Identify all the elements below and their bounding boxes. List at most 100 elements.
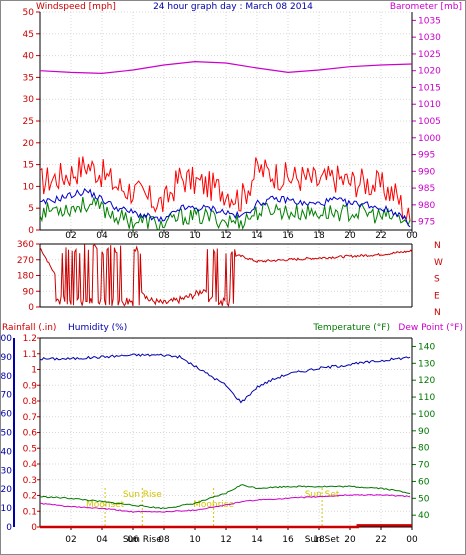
humidity-axis-label: Humidity (%) — [68, 323, 127, 333]
event-label: Sun Set — [305, 490, 340, 500]
chart-title: 24 hour graph day : March 08 2014 — [153, 2, 313, 12]
x-tick-label: 20 — [344, 231, 356, 241]
x-tick-label: 16 — [282, 231, 294, 241]
humidity-tick-label: 90 — [1, 353, 13, 363]
baro-tick-label: 1010 — [418, 100, 441, 110]
humidity-tick-label: 10 — [1, 504, 13, 514]
rain-tick-label: 0.4 — [23, 460, 38, 470]
dewpoint-line — [39, 494, 411, 513]
wind-direction-line — [39, 244, 413, 308]
x-tick-label: 04 — [96, 231, 108, 241]
compass-label: N — [434, 308, 441, 318]
wind-tick-label: 10 — [23, 182, 35, 192]
wind-axis-label: Windspeed [mph] — [36, 2, 116, 12]
compass-label: W — [434, 258, 443, 268]
temperature-tick-label: 100 — [418, 410, 435, 420]
humidity-tick-label: 70 — [1, 391, 13, 401]
humidity-tick-label: 80 — [1, 372, 13, 382]
rain-tick-label: 0.2 — [23, 492, 37, 502]
x-tick-label: 18 — [313, 231, 325, 241]
rain-tick-label: 0 — [31, 523, 37, 533]
rain-tick-label: 0.3 — [23, 476, 37, 486]
baro-tick-label: 975 — [418, 218, 435, 228]
baro-tick-label: 1020 — [418, 67, 441, 77]
direction-tick-label: 90 — [23, 287, 35, 297]
rain-tick-label: 0.6 — [23, 429, 38, 439]
wind-tick-label: 25 — [23, 117, 34, 127]
wind-tick-label: 5 — [28, 204, 34, 214]
temperature-tick-label: 130 — [418, 359, 435, 369]
x-tick-label: 06 — [127, 231, 139, 241]
humidity-tick-label: 20 — [1, 485, 13, 495]
baro-tick-label: 985 — [418, 184, 435, 194]
rain-tick-label: 0.9 — [23, 381, 38, 391]
rain-tick-label: 0.1 — [23, 507, 37, 517]
temperature-tick-label: 40 — [418, 511, 430, 521]
x-tick-label: 02 — [65, 231, 76, 241]
temperature-tick-label: 110 — [418, 393, 435, 403]
temperature-tick-label: 60 — [418, 477, 430, 487]
baro-tick-label: 1005 — [418, 117, 441, 127]
wind-tick-label: 35 — [23, 73, 34, 83]
wind-tick-label: 40 — [23, 52, 35, 62]
compass-label: E — [434, 291, 440, 301]
average-wind-line — [39, 187, 411, 228]
temperature-tick-label: 80 — [418, 444, 430, 454]
temp-humidity-plot: 0 0.1 0.2 0.3 0.4 0.5 0.6 0.7 0.8 0.9 1 1.1 1.2 0 10 20… — [0, 334, 435, 545]
x-tick-label: 04 — [96, 535, 108, 545]
baro-tick-label: 1030 — [418, 33, 441, 43]
x-tick-label: 18 — [313, 535, 325, 545]
x-tick-label: 12 — [220, 231, 231, 241]
x-tick-label: 20 — [344, 535, 356, 545]
rain-tick-label: 0.8 — [23, 397, 38, 407]
rain-tick-label: 1.2 — [23, 334, 37, 344]
event-axis-label: Sun Set — [305, 535, 340, 545]
event-label: Moonrise — [193, 500, 234, 510]
x-tick-label: 14 — [251, 231, 263, 241]
baro-tick-label: 1035 — [418, 16, 441, 26]
compass-label: N — [434, 241, 441, 251]
x-tick-label: 10 — [189, 231, 201, 241]
humidity-tick-label: 60 — [1, 410, 13, 420]
x-tick-label: 06 — [127, 535, 139, 545]
event-label: Sun Rise — [123, 490, 162, 500]
dewpoint-axis-label: Dew Point (°F) — [398, 323, 463, 333]
rainfall-line — [40, 524, 412, 529]
x-tick-label: 16 — [282, 535, 294, 545]
x-tick-label: 08 — [158, 535, 170, 545]
barometer-axis-label: Barometer [mb] — [390, 2, 462, 12]
rain-tick-label: 0.5 — [23, 444, 37, 454]
x-tick-label: 22 — [375, 535, 386, 545]
x-tick-label: 02 — [65, 535, 76, 545]
baro-tick-label: 995 — [418, 151, 435, 161]
direction-tick-label: 180 — [17, 272, 34, 282]
wind-tick-label: 45 — [23, 30, 34, 40]
rain-tick-label: 0.7 — [23, 413, 37, 423]
wind-tick-label: 0 — [28, 226, 34, 236]
humidity-tick-label: 40 — [1, 447, 13, 457]
temperature-axis-label: Temperature (°F) — [312, 323, 390, 333]
x-tick-label: 00 — [406, 231, 418, 241]
rain-tick-label: 1.1 — [23, 350, 37, 360]
wind-tick-label: 20 — [23, 139, 35, 149]
direction-tick-label: 270 — [17, 256, 34, 266]
direction-tick-label: 360 — [17, 240, 34, 250]
direction-tick-label: 0 — [28, 303, 34, 313]
x-tick-label: 22 — [375, 231, 386, 241]
baro-tick-label: 1025 — [418, 50, 441, 60]
event-label: Moonset — [86, 500, 125, 510]
compass-label: S — [434, 275, 440, 285]
wind-speed-line — [39, 197, 411, 231]
baro-tick-label: 1000 — [418, 134, 441, 144]
temperature-tick-label: 120 — [418, 376, 435, 386]
temperature-tick-label: 90 — [418, 427, 430, 437]
event-axis-label: Sun Rise — [123, 535, 162, 545]
x-tick-label: 12 — [220, 535, 231, 545]
barometer-line — [39, 60, 413, 75]
baro-tick-label: 990 — [418, 167, 435, 177]
temperature-tick-label: 70 — [418, 461, 430, 471]
wind-tick-label: 50 — [23, 8, 35, 18]
